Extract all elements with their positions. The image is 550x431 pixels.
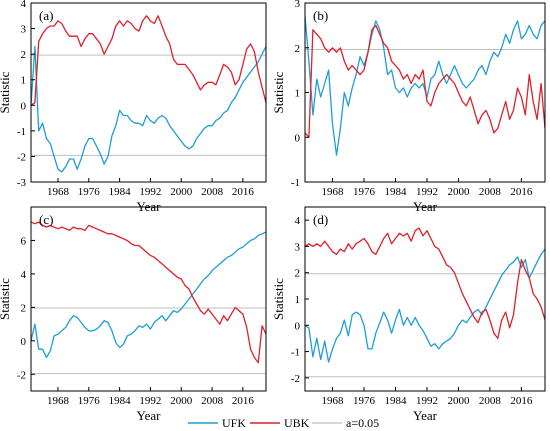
plot-frame <box>30 2 267 183</box>
x-tick-label: 2016 <box>510 395 533 407</box>
y-tick-label: 0 <box>295 320 301 332</box>
series-group <box>305 227 545 363</box>
series-line-ubk <box>31 221 266 364</box>
y-tick-label: -2 <box>291 373 300 385</box>
x-tick-label: 1968 <box>322 186 345 198</box>
y-tick-label: -2 <box>17 151 26 163</box>
y-tick-label: 1 <box>21 75 27 87</box>
y-tick-label: 1 <box>295 88 301 100</box>
y-tick-label: 6 <box>21 235 27 247</box>
y-tick-label: 4 <box>21 269 27 281</box>
x-tick-label: 1984 <box>109 186 132 198</box>
x-tick-label: 1968 <box>47 186 70 198</box>
y-tick-label: 0 <box>21 100 27 112</box>
panel-label: (a) <box>39 8 53 23</box>
x-tick-label: 1968 <box>47 395 70 407</box>
y-tick-label: -1 <box>291 347 300 359</box>
panel-label: (d) <box>313 212 328 227</box>
y-tick-label: 0 <box>295 132 301 144</box>
y-tick-label: -1 <box>291 177 300 189</box>
x-tick-label: 1968 <box>322 395 345 407</box>
y-tick-label: 3 <box>295 241 301 253</box>
x-tick-label: 1976 <box>78 186 101 198</box>
x-tick-label: 1976 <box>353 186 376 198</box>
x-axis-label: Year <box>137 408 162 423</box>
y-tick-label: 2 <box>21 49 27 61</box>
x-tick-label: 2000 <box>170 395 193 407</box>
y-tick-label: 3 <box>21 24 27 36</box>
x-tick-label: 1984 <box>384 395 407 407</box>
x-tick-label: 1992 <box>139 186 161 198</box>
series-line-ufk <box>31 231 266 359</box>
panel-label: (b) <box>313 8 328 23</box>
x-tick-label: 2016 <box>232 395 255 407</box>
y-tick-label: 4 <box>21 0 27 10</box>
x-tick-label: 2016 <box>232 186 255 198</box>
x-tick-label: 2008 <box>479 186 502 198</box>
x-tick-label: 2008 <box>479 395 502 407</box>
plot-frame <box>304 206 546 392</box>
series-group <box>31 221 266 364</box>
x-tick-label: 2000 <box>447 186 470 198</box>
x-tick-label: 1992 <box>416 186 438 198</box>
x-tick-label: 2008 <box>201 186 224 198</box>
y-tick-label: 1 <box>295 294 301 306</box>
y-axis-label: Statistic <box>0 71 12 113</box>
x-tick-label: 2008 <box>201 395 224 407</box>
chart-panel-3: 1968 1976 1984 1992 2000 2008 2016 -2 0 2 4 6 (c) Yea… <box>0 206 267 423</box>
y-tick-label: -3 <box>17 177 27 189</box>
y-axis-label: Statistic <box>271 278 286 320</box>
y-tick-label: -2 <box>17 369 26 381</box>
y-axis-label: Statistic <box>0 278 12 320</box>
x-tick-label: 1984 <box>384 186 407 198</box>
x-tick-label: 1992 <box>416 395 438 407</box>
series-line-ufk <box>31 45 266 173</box>
chart-panel-1: 1968 1976 1984 1992 2000 2008 2016 -3 -2 -1 0 1 2 3 4 (… <box>0 0 267 214</box>
plot-frame <box>30 206 267 392</box>
chart-panel-4: 1968 1976 1984 1992 2000 2008 2016 -2 -1 0 1 2 3 4 (d)… <box>271 206 546 423</box>
x-tick-label: 2000 <box>170 186 193 198</box>
x-tick-label: 2016 <box>510 186 533 198</box>
legend-label-reference: a=0.05 <box>346 416 379 430</box>
legend-label-ubk: UBK <box>284 416 310 430</box>
x-tick-label: 1984 <box>109 395 132 407</box>
series-line-ubk <box>31 15 266 106</box>
panel-label: (c) <box>39 212 53 227</box>
y-tick-label: 2 <box>21 302 27 314</box>
series-line-ubk <box>305 24 545 138</box>
y-tick-label: 0 <box>21 336 27 348</box>
series-line-ufk <box>305 248 545 363</box>
legend-label-ufk: UFK <box>222 416 246 430</box>
y-tick-label: 2 <box>295 268 301 280</box>
series-group <box>31 15 266 173</box>
y-tick-label: -1 <box>17 126 26 138</box>
x-tick-label: 1976 <box>78 395 101 407</box>
y-tick-label: 4 <box>295 215 301 227</box>
x-tick-label: 1992 <box>139 395 161 407</box>
series-line-ubk <box>305 227 545 340</box>
x-axis-label: Year <box>413 408 438 423</box>
series-group <box>305 16 545 156</box>
chart-panel-2: 1968 1976 1984 1992 2000 2008 2016-10123(b)Yea… <box>271 0 546 214</box>
legend: UFK UBK a=0.05 <box>188 416 379 430</box>
x-tick-label: 2000 <box>447 395 470 407</box>
x-tick-label: 1976 <box>353 395 376 407</box>
y-axis-label: Statistic <box>271 71 286 113</box>
y-tick-label: 3 <box>295 0 301 10</box>
y-tick-label: 2 <box>295 43 301 55</box>
